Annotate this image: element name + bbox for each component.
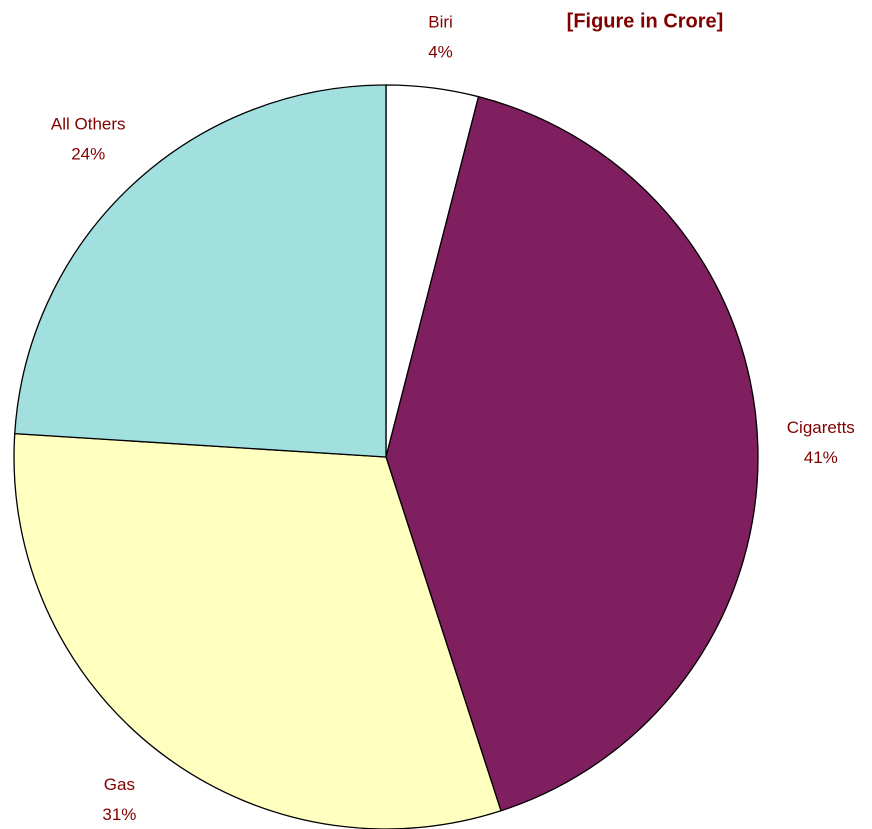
slice-value-label: 24% <box>71 144 105 163</box>
chart-title: [Figure in Crore] <box>567 10 724 32</box>
pie-slice <box>14 84 387 458</box>
pie-slice <box>385 95 759 812</box>
slice-value-label: 31% <box>102 805 136 824</box>
slice-value-label: 4% <box>428 42 453 61</box>
slice-label: Biri <box>428 12 453 31</box>
slice-label: Cigaretts <box>787 418 855 437</box>
slice-value-label: 41% <box>804 448 838 467</box>
slice-label: All Others <box>51 114 126 133</box>
slice-label: Gas <box>104 775 135 794</box>
